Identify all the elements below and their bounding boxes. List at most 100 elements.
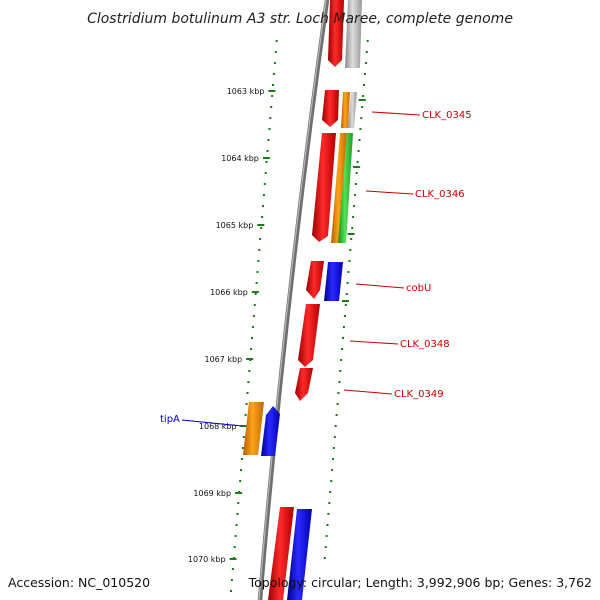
scale-dot bbox=[230, 590, 232, 592]
gene-label-clk-0345[interactable]: CLK_0345 bbox=[422, 110, 472, 121]
scale-dot bbox=[262, 194, 265, 196]
scale-dot bbox=[237, 502, 240, 504]
scale-dot bbox=[258, 249, 261, 251]
scale-dot bbox=[351, 227, 354, 229]
scale-dot bbox=[236, 513, 239, 515]
gene-arrow-red[interactable] bbox=[322, 90, 339, 127]
scale-dot bbox=[363, 73, 366, 75]
scale-dot bbox=[335, 414, 338, 416]
scale-dot bbox=[234, 535, 237, 537]
leader-line bbox=[371, 111, 421, 116]
major-tick bbox=[257, 224, 265, 226]
scale-labels: 1063 kbp 1064 kbp 1065 kbp 1066 kbp 1067 kbp… bbox=[188, 87, 276, 564]
gene-arrow-blue[interactable] bbox=[324, 262, 343, 301]
scale-dot bbox=[353, 194, 356, 196]
gene-arrow-gray[interactable] bbox=[348, 92, 357, 128]
scale-dot bbox=[356, 161, 359, 163]
gene-label-clk-0349[interactable]: CLK_0349 bbox=[394, 389, 444, 400]
leader-line bbox=[355, 283, 405, 289]
scale-dot bbox=[325, 535, 328, 537]
scale-dot bbox=[352, 216, 355, 218]
major-tick bbox=[262, 157, 270, 159]
leader-line bbox=[181, 419, 243, 427]
genome-backbone bbox=[257, 0, 330, 600]
major-tick bbox=[240, 425, 248, 427]
gene-label-tipa[interactable]: tipA bbox=[160, 414, 180, 425]
scale-dot bbox=[230, 579, 233, 581]
scale-dot bbox=[366, 40, 369, 42]
scale-dot bbox=[323, 557, 326, 559]
scale-dot bbox=[359, 128, 362, 130]
scale-dot bbox=[353, 205, 355, 207]
gene-arrow-blue[interactable] bbox=[287, 509, 312, 600]
gene-arrow-green[interactable] bbox=[338, 133, 353, 243]
tick-label: 1064 kbp bbox=[221, 154, 259, 163]
scale-dot bbox=[253, 304, 256, 306]
major-tick bbox=[358, 99, 366, 101]
scale-dot bbox=[342, 337, 344, 339]
scale-dot bbox=[327, 513, 330, 515]
scale-dot bbox=[361, 106, 364, 108]
major-tick bbox=[235, 492, 243, 494]
scale-dot bbox=[333, 436, 336, 438]
scale-dot bbox=[247, 381, 250, 383]
scale-dot bbox=[274, 51, 277, 53]
scale-dot bbox=[262, 205, 264, 207]
gene-arrow-orange[interactable] bbox=[331, 133, 347, 243]
scale-dot bbox=[261, 216, 264, 218]
scale-dot bbox=[338, 381, 341, 383]
gene-label-clk-0348[interactable]: CLK_0348 bbox=[400, 339, 450, 350]
gene-arrow-red[interactable] bbox=[306, 261, 324, 299]
scale-dot bbox=[270, 106, 273, 108]
scale-dot bbox=[272, 84, 274, 86]
leader-line bbox=[349, 340, 399, 345]
gene-arrow-orange[interactable] bbox=[341, 92, 350, 128]
tick-label: 1067 kbp bbox=[204, 355, 242, 364]
tick-label: 1069 kbp bbox=[193, 489, 231, 498]
scale-dot bbox=[256, 271, 259, 273]
scale-dot bbox=[364, 62, 367, 64]
scale-dot bbox=[355, 172, 358, 174]
tick-label: 1070 kbp bbox=[188, 555, 226, 564]
gene-arrow-orange[interactable] bbox=[243, 402, 264, 455]
scale-dot bbox=[240, 469, 243, 471]
scale-dot bbox=[251, 337, 253, 339]
scale-dot bbox=[357, 150, 360, 152]
gene-arrow-red[interactable] bbox=[312, 133, 336, 242]
gene-arrow-blue[interactable] bbox=[261, 406, 280, 456]
scale-dot bbox=[362, 95, 365, 97]
gene-arrow-red[interactable] bbox=[295, 368, 313, 401]
scale-dot bbox=[272, 73, 275, 75]
gene-label-cobu[interactable]: cobU bbox=[406, 283, 431, 294]
gene-labels: CLK_0345 CLK_0346 cobU CLK_0348 CLK_0349… bbox=[160, 110, 472, 427]
scale-dot bbox=[246, 392, 249, 394]
scale-dot bbox=[337, 392, 340, 394]
scale-track-right bbox=[323, 40, 369, 559]
scale-dot bbox=[324, 546, 327, 548]
scale-dot bbox=[329, 491, 332, 493]
scale-dot bbox=[255, 282, 258, 284]
scale-dot bbox=[259, 238, 262, 240]
scale-dot bbox=[343, 315, 346, 317]
scale-dot bbox=[344, 304, 347, 306]
scale-dot bbox=[346, 282, 349, 284]
scale-dot bbox=[345, 293, 348, 295]
gene-arrow-gray[interactable] bbox=[345, 0, 362, 68]
scale-dot bbox=[363, 84, 365, 86]
scale-dot bbox=[266, 150, 269, 152]
scale-dot bbox=[271, 95, 274, 97]
gene-features bbox=[243, 0, 362, 600]
scale-track-left bbox=[230, 40, 278, 592]
gene-arrow-red[interactable] bbox=[268, 507, 294, 600]
tick-label: 1066 kbp bbox=[210, 288, 248, 297]
scale-dot bbox=[265, 161, 268, 163]
major-tick bbox=[353, 166, 361, 168]
gene-label-clk-0346[interactable]: CLK_0346 bbox=[415, 189, 465, 200]
major-tick bbox=[246, 358, 254, 360]
scale-dot bbox=[257, 260, 260, 262]
scale-dot bbox=[248, 370, 251, 372]
gene-arrow-red[interactable] bbox=[298, 304, 320, 367]
scale-dot bbox=[340, 359, 343, 361]
gene-arrow-red[interactable] bbox=[328, 0, 344, 67]
